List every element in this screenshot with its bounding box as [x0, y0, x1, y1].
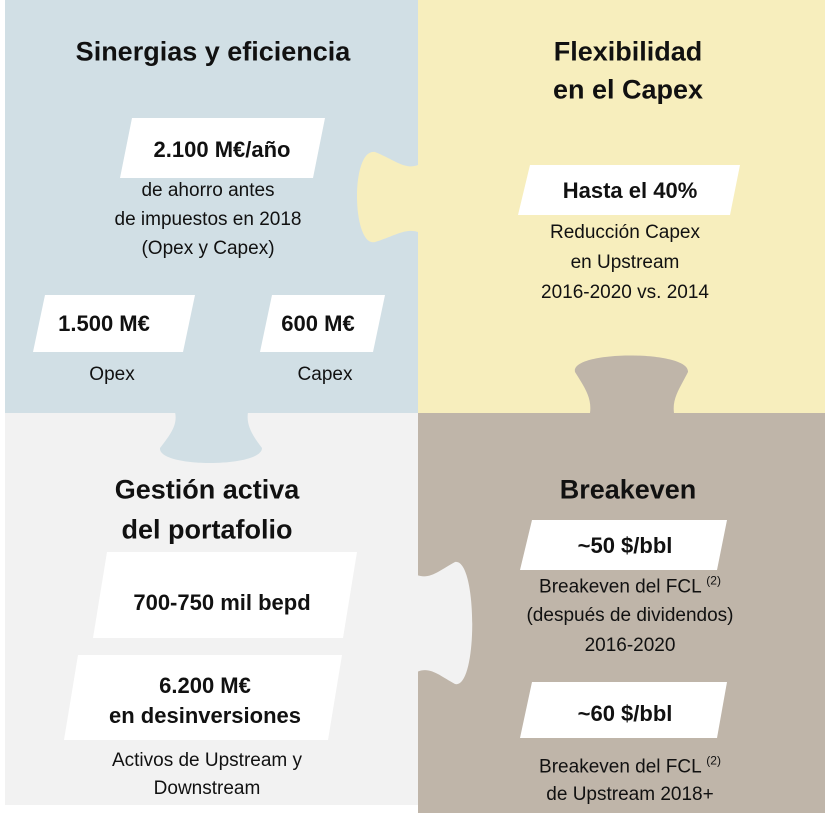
description: Breakeven del FCL (2): [539, 574, 721, 599]
label-box: [33, 295, 195, 352]
puzzle-tab: [159, 412, 262, 463]
title: en el Capex: [552, 74, 704, 105]
puzzle-tab: [574, 355, 689, 413]
description: (después de dividendos): [526, 605, 734, 626]
highlight: 600 M€: [281, 311, 355, 336]
description: (Opex y Capex): [141, 238, 275, 259]
description: de ahorro antes: [141, 180, 275, 201]
label-box: [518, 165, 740, 215]
footnote-mark: (2): [706, 573, 721, 588]
description: 2016-2020: [584, 635, 676, 656]
label-box: [93, 552, 357, 638]
title: del portafolio: [121, 514, 293, 545]
label: Capex: [297, 364, 353, 385]
label-box: [260, 295, 385, 352]
description: en Upstream: [570, 252, 680, 273]
title: Gestión activa: [114, 474, 300, 505]
description: Breakeven del FCL (2): [539, 754, 721, 779]
description: de impuestos en 2018: [114, 209, 302, 230]
label-box: [120, 118, 325, 178]
highlight: Hasta el 40%: [562, 178, 698, 203]
quadrant-bottom-right: [418, 413, 825, 813]
highlight: 2.100 M€/año: [153, 137, 291, 162]
title: Flexibilidad: [553, 36, 703, 67]
description: Downstream: [153, 778, 261, 799]
highlight: 1.500 M€: [58, 311, 150, 336]
highlight: en desinversiones: [109, 703, 301, 728]
title: Sinergias y eficiencia: [75, 36, 351, 67]
footnote-mark: (2): [706, 753, 721, 768]
description-text: Breakeven del FCL: [539, 756, 701, 778]
puzzle-tab: [356, 151, 418, 243]
puzzle-tab: [417, 561, 473, 685]
label: Opex: [89, 364, 135, 385]
title: Breakeven: [559, 474, 697, 505]
highlight: ~50 $/bbl: [577, 533, 673, 558]
label-box: [64, 655, 342, 740]
highlight: ~60 $/bbl: [577, 701, 673, 726]
description: Activos de Upstream y: [111, 750, 303, 771]
label-box: [520, 682, 727, 738]
highlight: 700-750 mil bepd: [133, 590, 311, 615]
highlight: 6.200 M€: [159, 673, 251, 698]
description: Reducción Capex: [550, 222, 700, 243]
description: de Upstream 2018+: [546, 784, 714, 805]
description-text: Breakeven del FCL: [539, 576, 701, 598]
label-box: [520, 520, 727, 570]
description: 2016-2020 vs. 2014: [541, 282, 709, 303]
